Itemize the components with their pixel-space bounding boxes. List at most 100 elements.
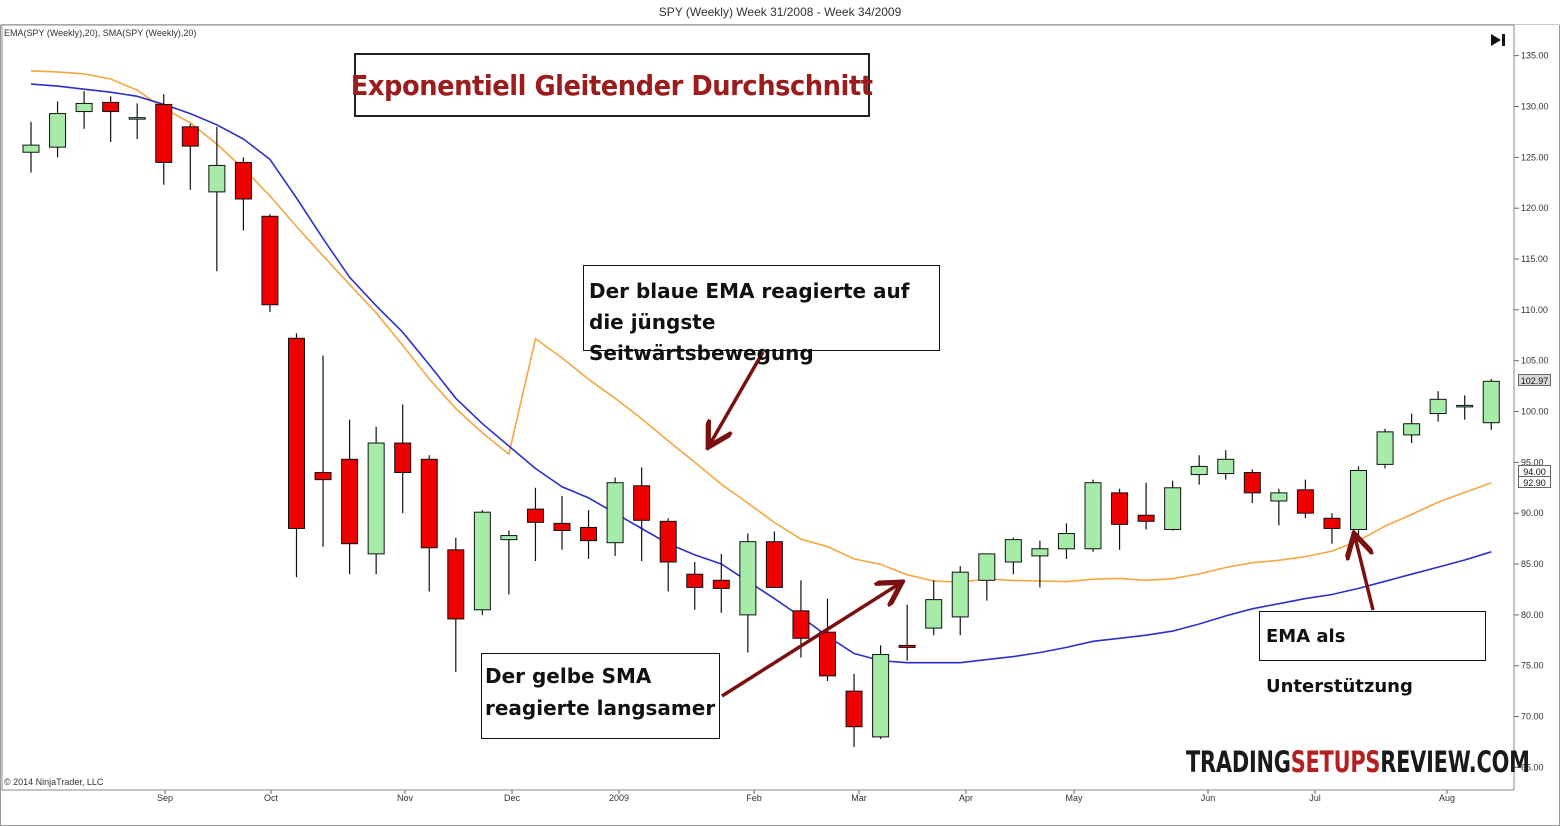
y-tick-label: 125.00: [1521, 152, 1549, 162]
x-tick-label: Jul: [1309, 793, 1321, 803]
candle-body: [314, 472, 332, 481]
candle-body: [473, 511, 491, 611]
candle-body: [1456, 404, 1474, 408]
y-tick-label: 70.00: [1521, 712, 1544, 722]
candle-body: [208, 164, 226, 193]
candle: [22, 121, 40, 173]
main-title-box: Exponentiell Gleitender Durchschnitt: [351, 53, 873, 117]
candle: [1296, 479, 1314, 519]
candle-body: [686, 573, 704, 588]
sma-arrow: [721, 584, 899, 698]
candle: [314, 355, 332, 547]
candle-body: [553, 522, 571, 531]
candle-body: [420, 458, 438, 549]
candle: [128, 103, 146, 140]
candle-body: [1482, 380, 1500, 424]
candle: [288, 333, 305, 578]
candle: [1111, 488, 1129, 550]
y-tick-label: 130.00: [1521, 101, 1549, 111]
candle-body: [526, 508, 544, 523]
candle: [155, 94, 173, 185]
sma-line: [30, 70, 1492, 584]
candle: [1084, 479, 1102, 552]
candle-body: [1296, 489, 1314, 514]
y-tick-label: 100.00: [1521, 407, 1549, 417]
candle: [1350, 466, 1367, 536]
candle-body: [659, 520, 677, 563]
candle-body: [394, 442, 412, 474]
sma-annotation: Der gelbe SMA reagierte langsamer: [481, 653, 720, 739]
x-tick-label: Feb: [746, 793, 762, 803]
candle-body: [500, 535, 518, 541]
last-price-tag: 102.97: [1518, 374, 1551, 386]
candle: [659, 518, 677, 592]
candle: [633, 467, 651, 561]
candle: [208, 126, 226, 272]
candle-body: [633, 485, 651, 521]
candle: [845, 673, 863, 748]
candle-body: [1084, 482, 1102, 550]
candle-body: [1004, 539, 1022, 563]
candle-body: [1270, 492, 1288, 502]
ema-line: [30, 83, 1492, 664]
candle: [1429, 391, 1447, 422]
candle: [580, 510, 598, 559]
brand-part3: REVIEW.COM: [1380, 745, 1530, 779]
candle-body: [102, 101, 120, 113]
candle: [712, 553, 730, 613]
candle-body: [447, 549, 465, 620]
candle: [473, 510, 491, 615]
candle-body: [1429, 398, 1447, 415]
sma-annotation-line2: reagierte langsamer: [485, 696, 716, 720]
candle-body: [819, 631, 836, 677]
y-tick-label: 135.00: [1521, 51, 1549, 61]
candle: [102, 96, 120, 143]
support-arrow: [1355, 537, 1375, 611]
candle: [1190, 455, 1208, 485]
candle: [367, 426, 385, 575]
ema-arrow: [710, 351, 765, 444]
candle: [1243, 469, 1261, 504]
candle-body: [1137, 514, 1155, 522]
candle: [978, 553, 996, 601]
ema-annotation-line2: die jüngste Seitwärtsbewegung: [589, 310, 814, 365]
candle: [792, 580, 810, 658]
candle: [765, 531, 783, 588]
candle-body: [261, 215, 279, 306]
x-tick-label: Dec: [504, 793, 521, 803]
y-tick-label: 80.00: [1521, 610, 1544, 620]
candle: [261, 214, 279, 312]
sma-annotation-line1: Der gelbe SMA: [485, 664, 652, 688]
candle-body: [1376, 431, 1394, 465]
candle: [526, 487, 544, 561]
skip-to-end-icon[interactable]: [1487, 30, 1509, 50]
candle: [75, 91, 93, 129]
candle: [1482, 378, 1500, 430]
candle: [341, 419, 359, 575]
candle: [872, 645, 890, 739]
candle-body: [155, 103, 173, 163]
x-tick-label: Aug: [1439, 793, 1455, 803]
indicator-label: EMA(SPY (Weekly),20), SMA(SPY (Weekly),2…: [4, 28, 197, 38]
brand-part1: TRADING: [1186, 745, 1291, 779]
candle-body: [1323, 517, 1341, 529]
candle-body: [22, 144, 40, 153]
main-title: Exponentiell Gleitender Durchschnitt: [351, 68, 873, 102]
chart-title: SPY (Weekly) Week 31/2008 - Week 34/2009: [658, 5, 902, 19]
candle-body: [845, 690, 863, 728]
x-tick-label: 2009: [609, 793, 629, 803]
candle-body: [128, 117, 146, 120]
x-tick-label: May: [1065, 793, 1083, 803]
candle-body: [712, 579, 730, 589]
y-tick-label: 75.00: [1521, 661, 1544, 671]
candle-body: [181, 126, 199, 147]
candle: [447, 537, 465, 672]
x-tick-label: Apr: [959, 793, 973, 803]
candle: [898, 604, 916, 661]
candle: [686, 562, 704, 610]
support-annotation: EMA als Unterstützung: [1259, 611, 1486, 697]
candle-body: [1057, 533, 1075, 550]
candle-body: [341, 458, 359, 545]
candle: [1270, 488, 1288, 526]
